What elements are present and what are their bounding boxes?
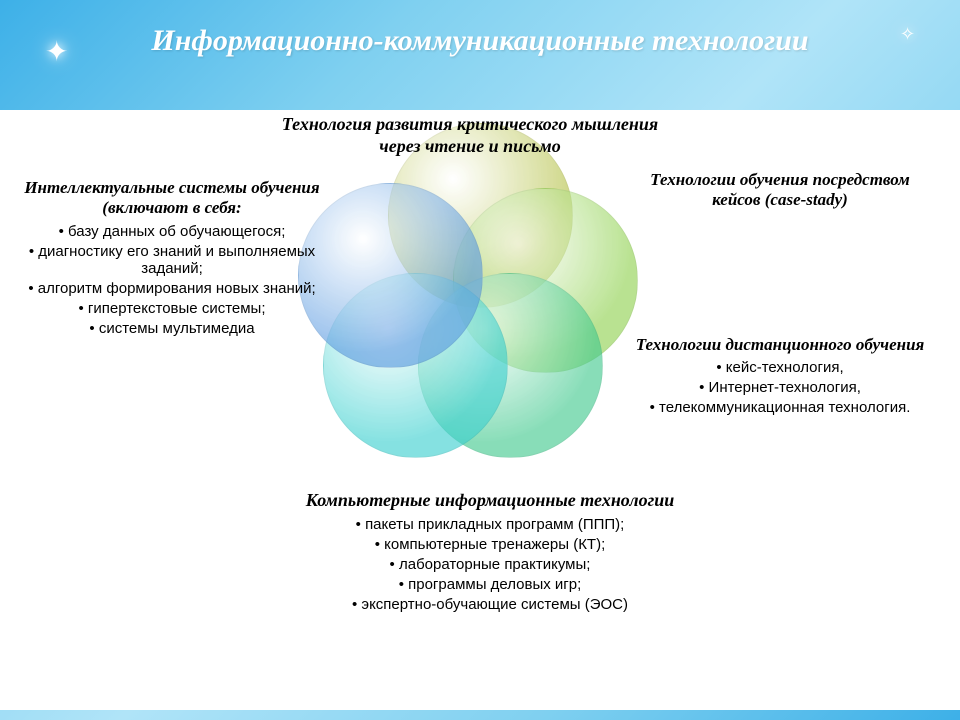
venn-diagram [335, 160, 645, 470]
list-item: лабораторные практикумы; [280, 556, 700, 573]
slide-title: Информационно-коммуникационные технологи… [0, 0, 960, 60]
block-computer-it: Компьютерные информационные технологии п… [280, 490, 700, 616]
content-area: Технология развития критического мышлени… [0, 110, 960, 710]
list-item: базу данных об обучающегося; [22, 223, 322, 240]
heading-case-study: Технологии обучения посредством кейсов (… [640, 170, 920, 211]
list-item: алгоритм формирования новых знаний; [22, 280, 322, 297]
venn-circle [298, 183, 483, 368]
list-item: системы мультимедиа [22, 320, 322, 337]
heading-distance-learning: Технологии дистанционного обучения [635, 335, 925, 355]
block-critical-thinking: Технология развития критического мышлени… [270, 114, 670, 157]
list-item: Интернет-технология, [635, 379, 925, 396]
block-distance-learning: Технологии дистанционного обучения кейс-… [635, 335, 925, 419]
list-item: диагностику его знаний и выполняемых зад… [22, 243, 322, 277]
heading-computer-it: Компьютерные информационные технологии [280, 490, 700, 512]
list-intelligent-systems: базу данных об обучающегося; диагностику … [22, 223, 322, 337]
heading-critical-thinking: Технология развития критического мышлени… [270, 114, 670, 157]
list-item: экспертно-обучающие системы (ЭОС) [280, 596, 700, 613]
list-computer-it: пакеты прикладных программ (ППП); компьют… [280, 516, 700, 613]
list-item: телекоммуникационная технология. [635, 399, 925, 416]
list-item: программы деловых игр; [280, 576, 700, 593]
list-item: гипертекстовые системы; [22, 300, 322, 317]
block-case-study: Технологии обучения посредством кейсов (… [640, 170, 920, 211]
list-item: пакеты прикладных программ (ППП); [280, 516, 700, 533]
block-intelligent-systems: Интеллектуальные системы обучения (включ… [22, 178, 322, 340]
list-item: кейс-технология, [635, 359, 925, 376]
list-item: компьютерные тренажеры (КТ); [280, 536, 700, 553]
heading-intelligent-systems: Интеллектуальные системы обучения (включ… [22, 178, 322, 219]
list-distance-learning: кейс-технология, Интернет-технология, теле… [635, 359, 925, 416]
